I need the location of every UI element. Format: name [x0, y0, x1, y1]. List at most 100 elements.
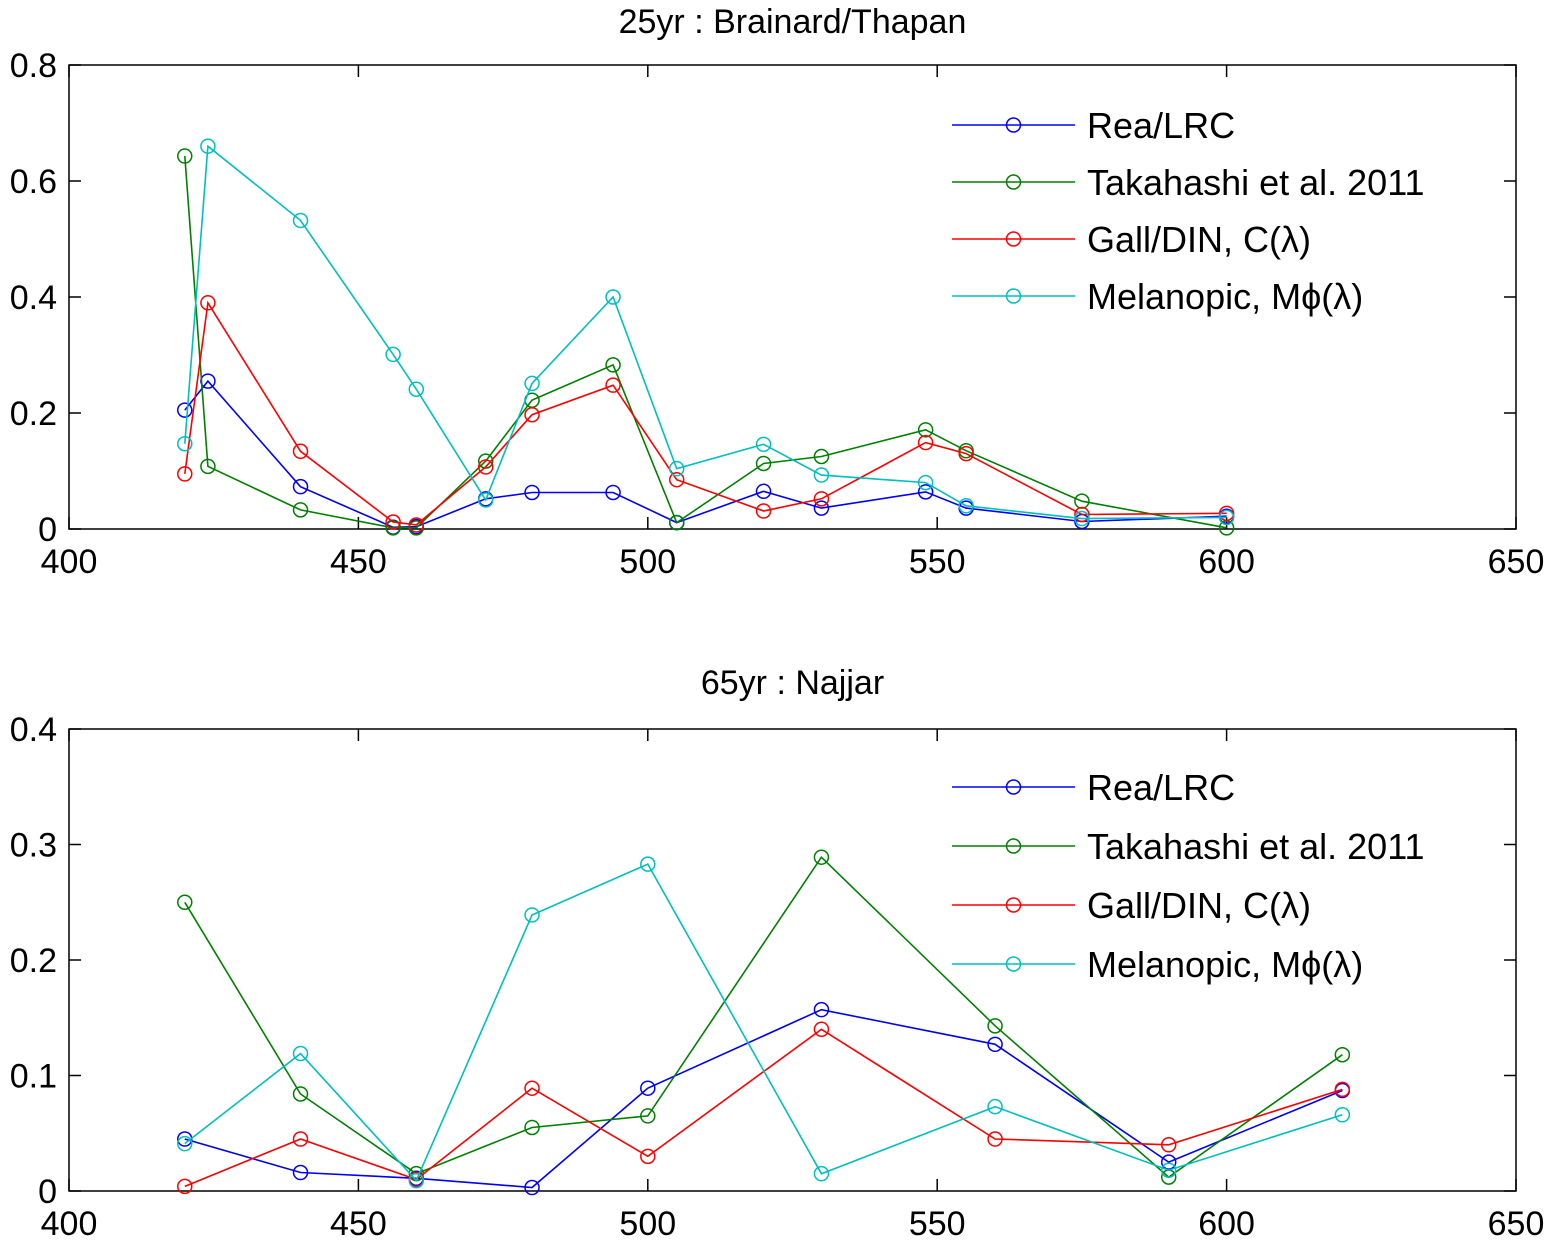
- y-tick-label: 0.3: [10, 827, 57, 865]
- chart-title: 65yr : Najjar: [701, 664, 884, 702]
- data-point: [917, 474, 934, 491]
- y-tick-label: 0: [38, 511, 57, 549]
- series-3: [177, 856, 1351, 1189]
- data-point: [292, 1045, 309, 1062]
- chart-title: 25yr : Brainard/Thapan: [619, 3, 967, 41]
- data-point: [640, 856, 656, 872]
- series-2: [177, 1021, 1351, 1195]
- data-point: [524, 375, 540, 392]
- legend-marker: [1005, 117, 1022, 133]
- data-point: [668, 514, 685, 531]
- series-line: [184, 1008, 1343, 1189]
- data-point: [1218, 505, 1235, 522]
- legend: Rea/LRC Takahashi et al. 2011 Gall/DIN, C(…: [952, 767, 1425, 985]
- data-point: [813, 1165, 830, 1182]
- data-point: [1334, 1081, 1351, 1098]
- legend-marker: [1005, 174, 1022, 190]
- x-tick-label: 450: [330, 1205, 387, 1243]
- data-point: [477, 492, 494, 508]
- legend-marker: [1005, 288, 1022, 304]
- data-point: [292, 1164, 309, 1181]
- series-line: [184, 144, 1227, 520]
- data-point: [958, 445, 974, 462]
- x-tick-label: 550: [909, 1205, 966, 1243]
- series-line: [184, 855, 1343, 1179]
- legend-marker: [1005, 231, 1022, 247]
- data-point: [292, 1086, 309, 1102]
- data-point: [755, 483, 772, 500]
- data-point: [813, 491, 830, 507]
- data-point: [408, 381, 425, 397]
- data-point: [1218, 509, 1235, 526]
- series-2: [177, 295, 1235, 533]
- data-point: [987, 1098, 1003, 1115]
- bottom-chart-panel: 65yr : Najjar 400 450 500 550 600 650 0 0.1 0.2 0.…: [10, 664, 1545, 1243]
- data-point: [200, 458, 216, 475]
- series-line: [184, 300, 1227, 526]
- data-point: [177, 1178, 193, 1195]
- y-tick-label: 0.2: [10, 942, 57, 980]
- data-point: [524, 484, 540, 501]
- data-point: [605, 357, 621, 373]
- data-point: [813, 1001, 830, 1018]
- series-1: [177, 849, 1351, 1185]
- data-point: [605, 377, 621, 393]
- y-tick-label: 0.4: [10, 711, 57, 749]
- data-point: [605, 484, 621, 501]
- data-point: [640, 1148, 656, 1165]
- data-point: [668, 460, 685, 477]
- legend-label: Rea/LRC: [1087, 767, 1235, 808]
- series-line: [184, 863, 1343, 1183]
- top-chart-panel: 25yr : Brainard/Thapan 400 450 500 550 600 650…: [10, 3, 1545, 581]
- legend-marker: [1005, 779, 1022, 795]
- data-point: [1160, 1137, 1177, 1153]
- data-point: [385, 514, 401, 530]
- data-point: [917, 422, 934, 438]
- data-point: [917, 484, 934, 500]
- data-point: [813, 1021, 830, 1038]
- data-point: [640, 1108, 656, 1124]
- data-point: [385, 346, 401, 363]
- series-1: [177, 148, 1235, 536]
- y-tick-label: 0.8: [10, 47, 57, 85]
- x-tick-label: 450: [330, 543, 387, 581]
- data-point: [477, 453, 494, 469]
- data-point: [1160, 1154, 1177, 1170]
- data-point: [477, 459, 494, 475]
- data-point: [524, 907, 540, 923]
- data-point: [200, 138, 216, 154]
- series-line: [184, 156, 1227, 529]
- legend-label: Rea/LRC: [1087, 105, 1235, 146]
- legend-marker: [1005, 897, 1022, 913]
- data-point: [917, 434, 934, 451]
- data-point: [292, 1131, 309, 1147]
- x-tick-label: 500: [619, 543, 676, 581]
- data-point: [755, 503, 772, 519]
- data-point: [177, 148, 193, 164]
- data-point: [813, 849, 830, 865]
- data-point: [1160, 1162, 1177, 1178]
- x-tick-label: 600: [1198, 543, 1255, 581]
- data-point: [200, 295, 216, 311]
- data-point: [408, 1172, 425, 1189]
- data-point: [1074, 506, 1090, 523]
- data-point: [1074, 510, 1090, 527]
- x-tick-label: 400: [41, 1205, 98, 1243]
- legend-label: Melanopic, Mϕ(λ): [1087, 944, 1363, 985]
- y-tick-label: 0.4: [10, 279, 57, 317]
- data-point: [755, 455, 772, 472]
- data-point: [813, 448, 830, 465]
- data-point: [813, 500, 830, 516]
- x-tick-label: 650: [1488, 1205, 1545, 1243]
- data-point: [813, 467, 830, 483]
- legend-label: Takahashi et al. 2011: [1087, 826, 1425, 867]
- data-point: [177, 402, 193, 418]
- data-point: [292, 443, 309, 460]
- series-3: [177, 138, 1235, 527]
- legend-label: Takahashi et al. 2011: [1087, 162, 1425, 203]
- legend-label: Gall/DIN, C(λ): [1087, 219, 1311, 260]
- data-point: [408, 517, 425, 533]
- y-tick-label: 0.1: [10, 1058, 57, 1096]
- legend-marker: [1005, 838, 1022, 854]
